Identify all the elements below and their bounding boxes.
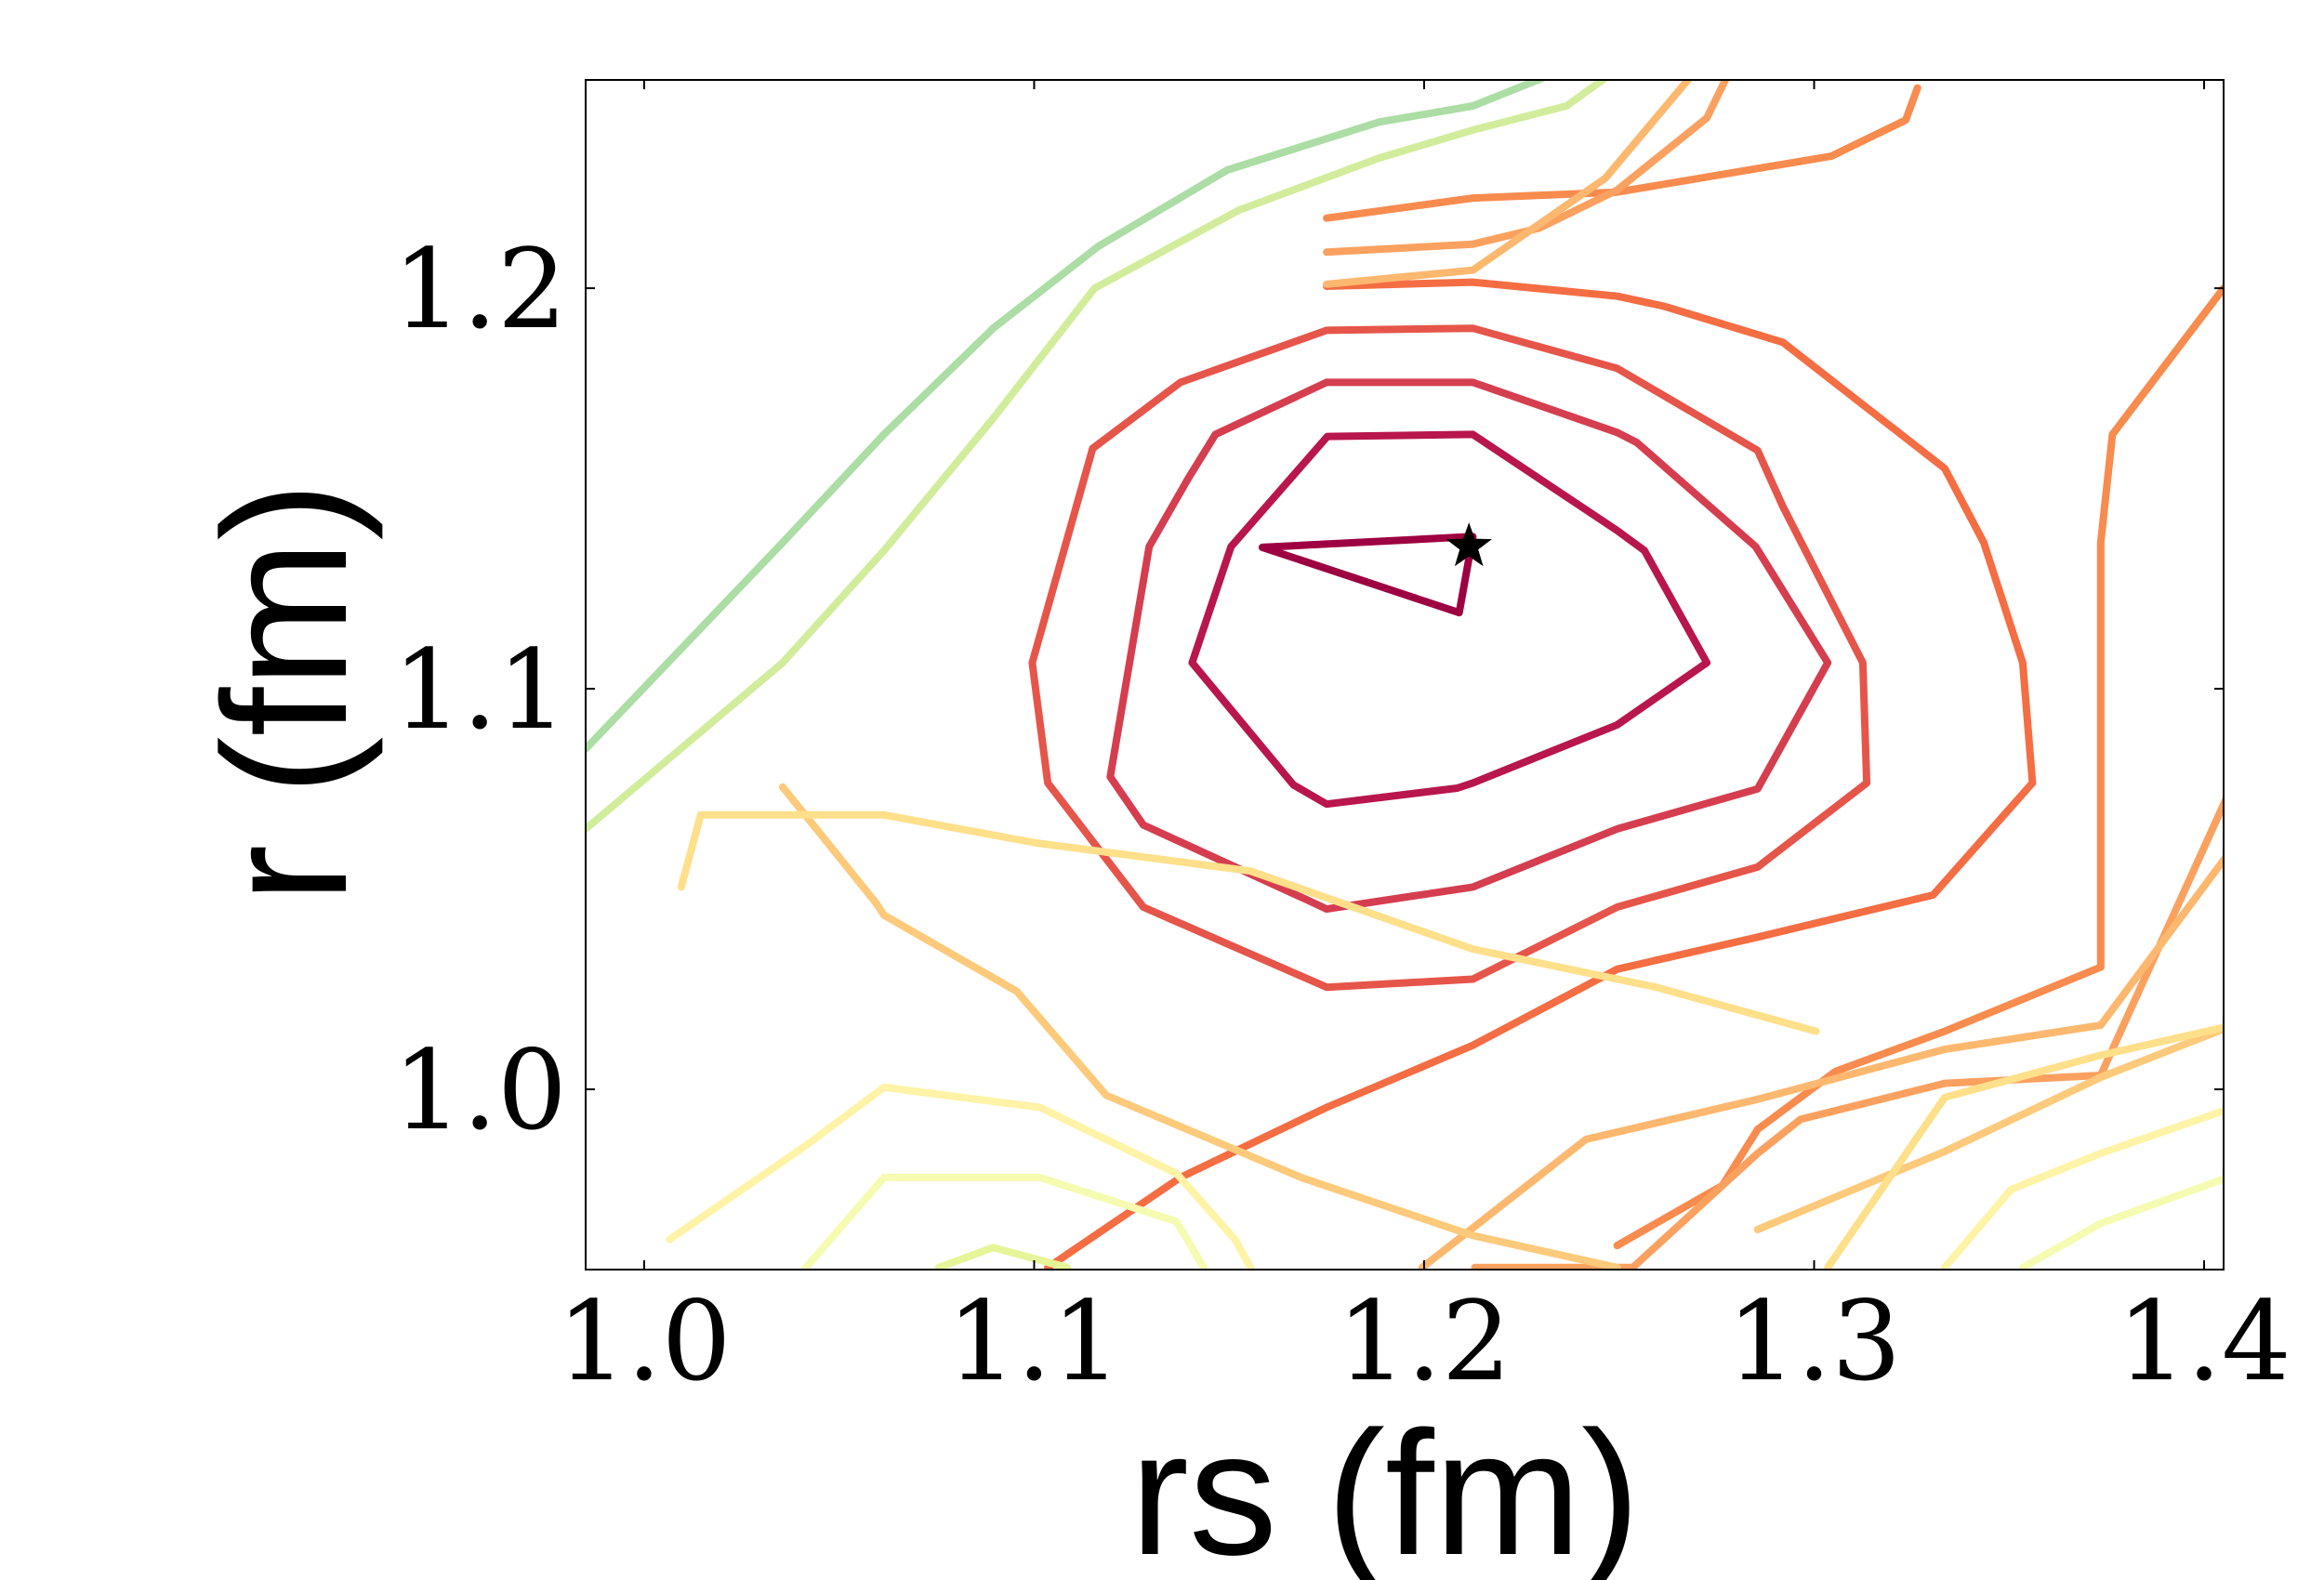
contour-line-level-1 bbox=[1258, 533, 1477, 617]
contour-line-level-7 bbox=[1471, 795, 2224, 1270]
contour-line-level-12 bbox=[2018, 1175, 2224, 1270]
contour-line-level-6 bbox=[1613, 284, 2224, 1250]
contour-line-level-3 bbox=[1106, 378, 1832, 914]
contour-line-level-8 bbox=[1323, 80, 1693, 288]
contour-line-level-11 bbox=[666, 1083, 1255, 1270]
contour-lines bbox=[586, 80, 2224, 1270]
contour-line-level-10 bbox=[1824, 1023, 2224, 1270]
x-tick-label: 1.2 bbox=[1337, 1277, 1512, 1405]
x-tick-label: 1.1 bbox=[947, 1277, 1122, 1405]
x-axis-ticks: 1.0 1.1 1.2 1.3 1.4 bbox=[557, 80, 2291, 1405]
x-tick-label: 1.3 bbox=[1727, 1277, 1902, 1405]
contour-line-level-9 bbox=[778, 783, 1621, 1270]
contour-line-level-5 bbox=[1044, 278, 2037, 1270]
contour-line-level-2 bbox=[1188, 430, 1711, 809]
x-tick-label: 1.4 bbox=[2117, 1277, 2291, 1405]
y-tick-label: 1.2 bbox=[392, 225, 567, 353]
contour-line-level-10 bbox=[677, 810, 1820, 1035]
contour-line-level-7 bbox=[1323, 80, 1730, 257]
y-tick-label: 1.1 bbox=[392, 625, 567, 754]
contour-line-level-14 bbox=[586, 80, 1609, 833]
x-axis-label: rs (fm) bbox=[1130, 1395, 1641, 1580]
plot-frame bbox=[585, 79, 2225, 1271]
y-axis-ticks: 1.0 1.1 1.2 bbox=[392, 225, 2224, 1154]
contour-line-level-15 bbox=[586, 80, 1547, 753]
contour-line-level-13 bbox=[934, 1244, 1072, 1270]
contour-line-level-11 bbox=[1941, 1106, 2224, 1270]
y-tick-label: 1.0 bbox=[392, 1026, 567, 1154]
contour-line-level-4 bbox=[1028, 324, 1871, 992]
minimum-star-marker bbox=[1446, 522, 1492, 567]
contour-line-level-8 bbox=[1418, 853, 2224, 1270]
contour-line-level-6 bbox=[1323, 84, 1921, 222]
contour-line-level-9 bbox=[1753, 1024, 2224, 1233]
y-axis-label: r (fm) bbox=[187, 481, 384, 903]
contour-line-level-12 bbox=[802, 1173, 1208, 1270]
minimum-marker-layer bbox=[1446, 522, 1492, 567]
x-tick-label: 1.0 bbox=[557, 1277, 732, 1405]
